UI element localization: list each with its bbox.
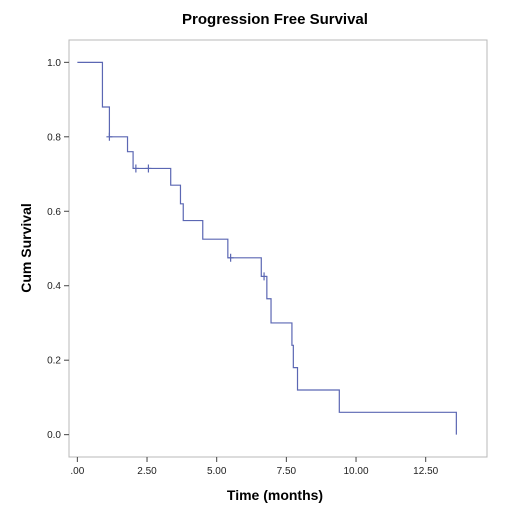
x-tick-label: 10.00 <box>344 466 369 477</box>
x-axis-label: Time (months) <box>227 487 323 503</box>
chart-title: Progression Free Survival <box>182 11 368 28</box>
y-axis-label: Cum Survival <box>18 203 34 292</box>
survival-step-line <box>77 61 457 435</box>
y-axis: 0.0 0.2 0.4 0.6 0.8 1.0 <box>47 58 69 441</box>
plot-area <box>68 39 488 458</box>
censor-mark <box>227 253 234 262</box>
y-tick-label: 1.0 <box>47 58 61 69</box>
x-tick-label: .00 <box>70 466 84 477</box>
x-tick-label: 5.00 <box>207 466 227 477</box>
y-tick-label: 0.2 <box>47 356 61 367</box>
x-tick-label: 7.50 <box>277 466 297 477</box>
censor-mark <box>145 164 152 173</box>
x-tick-label: 2.50 <box>137 466 157 477</box>
y-tick-label: 0.6 <box>47 207 61 218</box>
x-tick-label: 12.50 <box>413 466 438 477</box>
series-layer <box>77 61 457 435</box>
x-axis: .00 2.50 5.00 7.50 10.00 12.50 <box>70 457 439 477</box>
y-tick-label: 0.0 <box>47 430 61 441</box>
censor-mark <box>106 132 113 141</box>
y-tick-label: 0.8 <box>47 132 61 143</box>
censor-mark <box>132 164 139 173</box>
censor-mark <box>261 272 268 281</box>
y-tick-label: 0.4 <box>47 281 61 292</box>
